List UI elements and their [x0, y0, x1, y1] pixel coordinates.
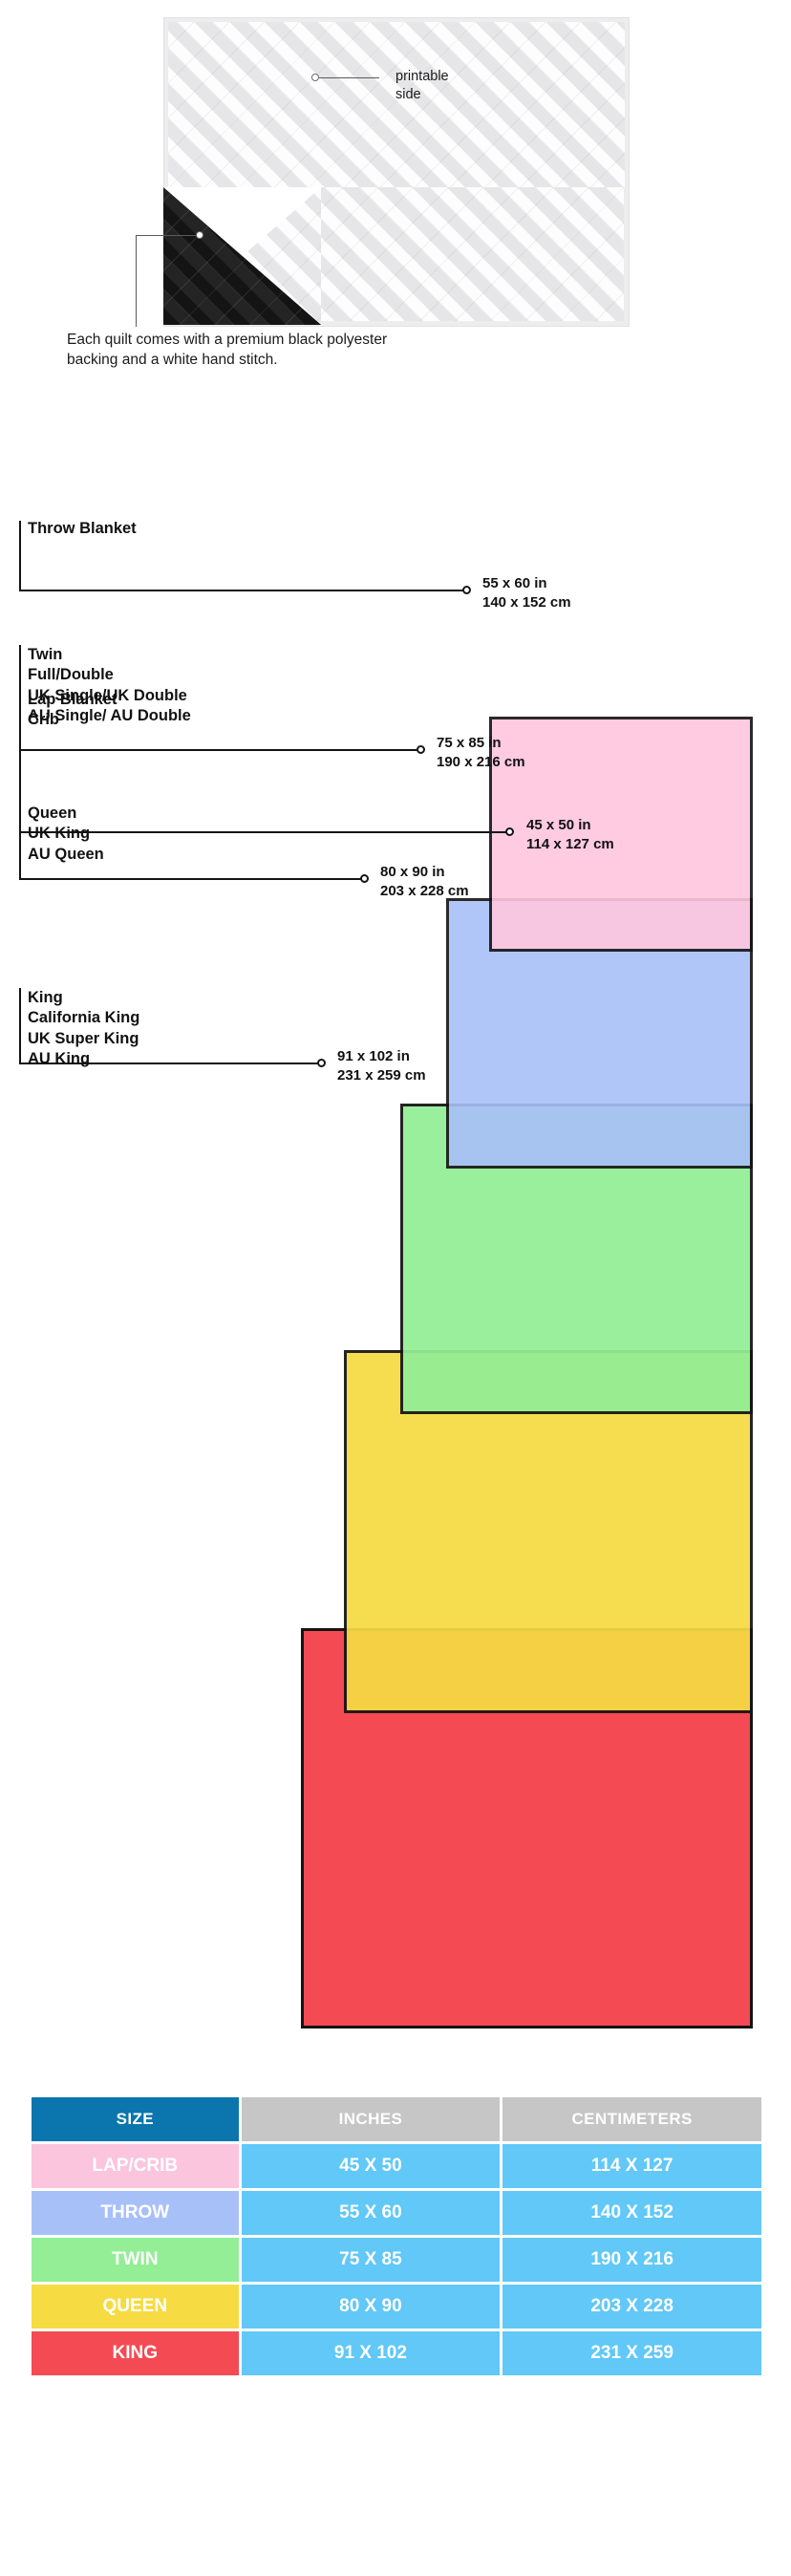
size-dimensions-queen: 80 x 90 in 203 x 228 cm — [380, 864, 469, 899]
size-label-lap-crib: Lap Blanket Crib — [28, 691, 118, 729]
size-label-queen: Queen UK King AU Queen — [28, 805, 104, 863]
table-cell-centimeters-twin: 190 X 216 — [502, 2238, 761, 2282]
table-cell-size-king: KING — [32, 2331, 239, 2375]
table-cell-inches-lap-crib: 45 X 50 — [241, 2144, 501, 2188]
size-dimensions-king: 91 x 102 in 231 x 259 cm — [337, 1048, 426, 1084]
leader-line-twin-vertical — [19, 645, 21, 750]
table-cell-inches-twin: 75 X 85 — [241, 2238, 501, 2282]
table-cell-centimeters-king: 231 X 259 — [502, 2331, 761, 2375]
size-label-king: King California King UK Super King AU Ki… — [28, 989, 140, 1068]
callout-dot-icon — [311, 74, 319, 81]
backing-callout-line-vertical — [136, 235, 137, 327]
size-dimensions-lap-crib: 45 x 50 in 114 x 127 cm — [526, 817, 614, 852]
printable-side-label: printable side — [396, 69, 449, 102]
backing-caption: Each quilt comes with a premium black po… — [67, 332, 388, 369]
leader-line-throw-vertical — [19, 521, 21, 590]
table-cell-inches-king: 91 X 102 — [241, 2331, 501, 2375]
table-cell-inches-queen: 80 X 90 — [241, 2285, 501, 2329]
size-comparison-diagram: Lap Blanket Crib 45 x 50 in 114 x 127 cm… — [19, 520, 753, 2029]
backing-callout-line-horizontal — [136, 235, 197, 236]
size-dimensions-twin: 75 x 85 in 190 x 216 cm — [437, 735, 525, 770]
leader-line-lap-crib-vertical — [19, 726, 21, 832]
table-row: TWIN 75 X 85 190 X 216 — [32, 2238, 761, 2282]
table-row: QUEEN 80 X 90 203 X 228 — [32, 2285, 761, 2329]
size-label-throw: Throw Blanket — [28, 520, 137, 537]
size-label-twin: Twin Full/Double UK Single/UK Double AU … — [28, 646, 191, 725]
table-header-inches: INCHES — [241, 2097, 501, 2141]
size-table: SIZE INCHES CENTIMETERS LAP/CRIB 45 X 50… — [29, 2094, 764, 2378]
table-cell-size-queen: QUEEN — [32, 2285, 239, 2329]
table-row: KING 91 X 102 231 X 259 — [32, 2331, 761, 2375]
leader-line-king-vertical — [19, 988, 21, 1063]
table-row: THROW 55 X 60 140 X 152 — [32, 2191, 761, 2235]
leader-dot-queen — [360, 874, 369, 883]
leader-dot-lap-crib — [505, 827, 514, 836]
table-cell-size-throw: THROW — [32, 2191, 239, 2235]
quilt-white-lower-panel — [321, 187, 628, 325]
size-rect-lap-crib — [489, 717, 753, 952]
table-header-row: SIZE INCHES CENTIMETERS — [32, 2097, 761, 2141]
table-cell-size-lap-crib: LAP/CRIB — [32, 2144, 239, 2188]
leader-dot-throw — [462, 586, 471, 594]
table-cell-centimeters-lap-crib: 114 X 127 — [502, 2144, 761, 2188]
leader-line-twin-horizontal — [19, 749, 421, 751]
leader-dot-king — [317, 1059, 326, 1067]
leader-line-throw-horizontal — [19, 590, 467, 591]
leader-line-king-horizontal — [19, 1063, 322, 1064]
table-cell-size-twin: TWIN — [32, 2238, 239, 2282]
printable-callout-line — [319, 77, 379, 78]
table-header-size: SIZE — [32, 2097, 239, 2141]
table-cell-inches-throw: 55 X 60 — [241, 2191, 501, 2235]
size-dimensions-throw: 55 x 60 in 140 x 152 cm — [482, 575, 571, 611]
quilt-photo-section: printable side Each quilt comes with a p… — [0, 0, 791, 659]
table-cell-centimeters-queen: 203 X 228 — [502, 2285, 761, 2329]
leader-dot-twin — [417, 745, 425, 754]
table-cell-centimeters-throw: 140 X 152 — [502, 2191, 761, 2235]
quilt-illustration — [163, 17, 630, 327]
leader-line-queen-horizontal — [19, 878, 365, 880]
leader-line-lap-crib-horizontal — [19, 831, 510, 833]
table-row: LAP/CRIB 45 X 50 114 X 127 — [32, 2144, 761, 2188]
leader-line-queen-vertical — [19, 803, 21, 879]
table-header-centimeters: CENTIMETERS — [502, 2097, 761, 2141]
